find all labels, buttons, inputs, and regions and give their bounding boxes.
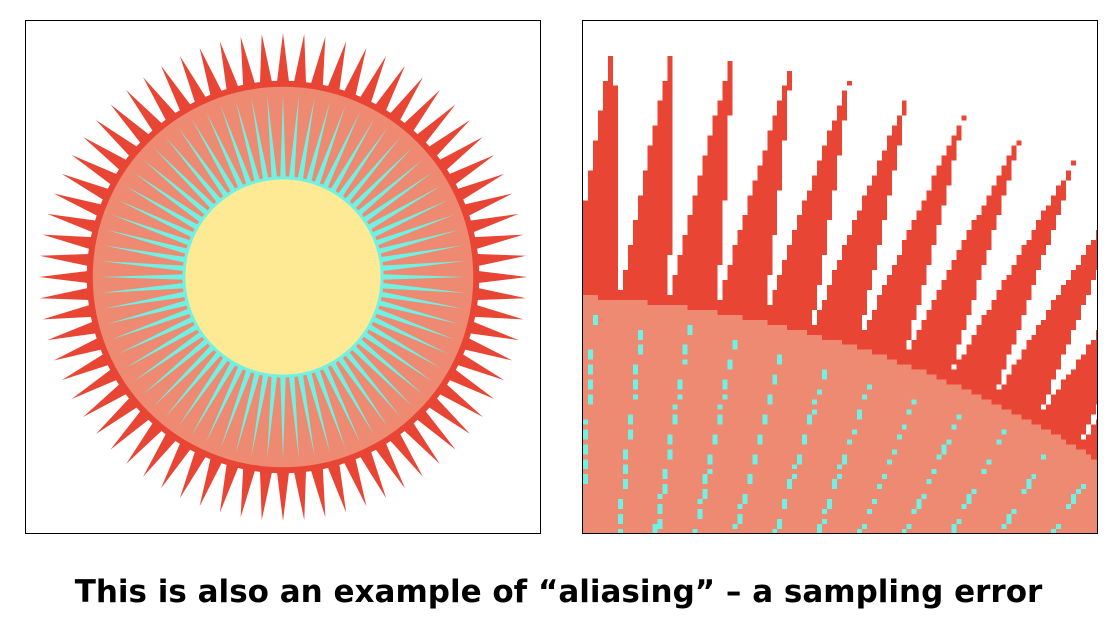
starburst-full-image bbox=[38, 32, 528, 522]
center-disc bbox=[185, 179, 381, 375]
inner-rays bbox=[100, 94, 466, 460]
zoomed-red-spikes bbox=[583, 55, 1097, 460]
starburst-zoomed-image bbox=[583, 55, 1097, 533]
slide-caption: This is also an example of “aliasing” – … bbox=[74, 574, 1043, 610]
full-view-panel bbox=[25, 20, 541, 534]
zoomed-salmon-ring bbox=[583, 294, 1097, 533]
zoomed-view-panel bbox=[582, 20, 1098, 534]
pixel-grid bbox=[583, 55, 1097, 533]
